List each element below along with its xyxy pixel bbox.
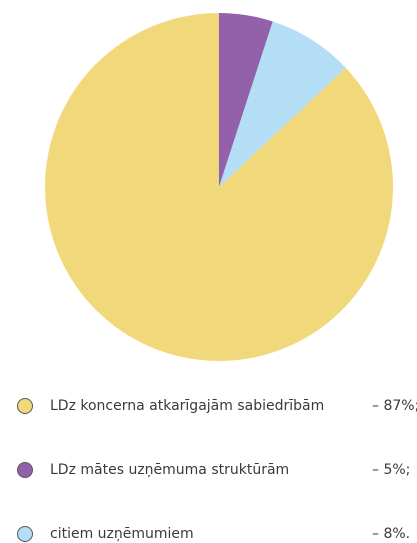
- legend-label: LDz mātes uzņēmuma struktūrām: [50, 462, 289, 478]
- legend-label: citiem uzņēmumiem: [50, 526, 194, 542]
- value-label: – 5%;: [372, 462, 410, 478]
- pie-slice: [219, 13, 273, 187]
- pie-slice: [219, 21, 346, 187]
- value-label: – 8%.: [372, 526, 410, 542]
- legend-swatch: [17, 526, 33, 542]
- value-label: – 87%;: [372, 398, 417, 414]
- legend-swatch: [17, 462, 33, 478]
- pie-slice: [44, 13, 393, 362]
- legend-swatch: [17, 398, 33, 414]
- legend-label: LDz koncerna atkarīgajām sabiedrībām: [50, 398, 324, 414]
